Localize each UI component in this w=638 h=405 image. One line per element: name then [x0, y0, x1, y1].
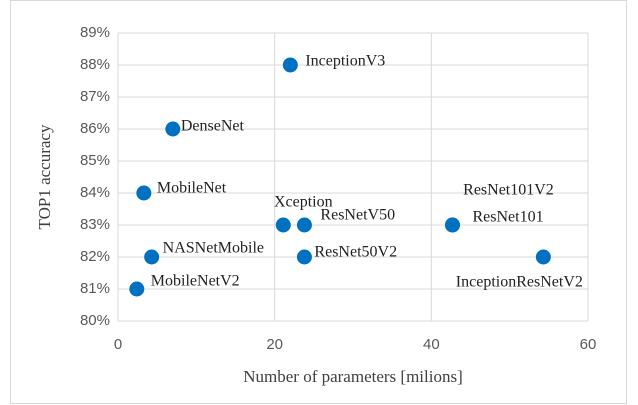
- point-label: InceptionResNetV2: [456, 274, 583, 291]
- y-tick-label: 82%: [80, 248, 110, 265]
- point: [444, 217, 460, 233]
- y-tick-label: 88%: [80, 56, 110, 73]
- point: [296, 249, 312, 265]
- x-tick-label: 40: [423, 336, 440, 353]
- chart-frame: [10, 0, 627, 404]
- point-label: NASNetMobile: [163, 240, 264, 257]
- y-tick-label: 81%: [80, 280, 110, 297]
- point-label: MobileNetV2: [151, 273, 240, 290]
- point-label: Xception: [274, 194, 333, 211]
- point: [136, 185, 152, 201]
- point: [296, 217, 312, 233]
- y-tick-label: 89%: [80, 24, 110, 41]
- point-label: ResNetV50: [320, 207, 395, 224]
- point: [275, 217, 291, 233]
- y-tick-label: 86%: [80, 120, 110, 137]
- y-tick-label: 83%: [80, 216, 110, 233]
- point-label: ResNet101V2: [463, 182, 554, 199]
- x-tick-label: 20: [266, 336, 283, 353]
- x-tick-label: 60: [580, 336, 597, 353]
- y-tick-label: 87%: [80, 88, 110, 105]
- point: [165, 121, 181, 137]
- x-axis-label: Number of parameters [milions]: [243, 367, 463, 386]
- point-label: InceptionV3: [305, 53, 385, 70]
- x-tick-label: 0: [114, 336, 122, 353]
- y-tick-label: 80%: [80, 312, 110, 329]
- y-tick-label: 84%: [80, 184, 110, 201]
- point-label: MobileNet: [157, 180, 227, 197]
- point: [144, 249, 160, 265]
- point: [282, 57, 298, 73]
- point: [129, 281, 145, 297]
- point: [535, 249, 551, 265]
- point-label: DenseNet: [181, 118, 245, 135]
- y-axis-label: TOP1 accuracy: [35, 124, 54, 229]
- point-label: ResNet101: [472, 209, 543, 226]
- point-label: ResNet50V2: [314, 244, 397, 261]
- y-tick-label: 85%: [80, 152, 110, 169]
